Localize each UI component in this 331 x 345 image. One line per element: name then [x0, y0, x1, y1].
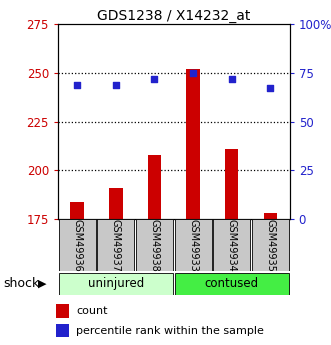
- Bar: [59, 219, 96, 271]
- Bar: [186, 69, 200, 219]
- Text: GSM49938: GSM49938: [150, 219, 160, 271]
- Bar: [148, 155, 161, 219]
- Bar: [225, 149, 238, 219]
- Point: [229, 76, 234, 81]
- Bar: [263, 213, 277, 219]
- Bar: [56, 324, 69, 337]
- Text: contused: contused: [205, 277, 259, 290]
- Text: GSM49934: GSM49934: [227, 219, 237, 271]
- Text: shock: shock: [3, 277, 40, 290]
- Bar: [252, 219, 289, 271]
- Point: [74, 82, 80, 87]
- Text: GSM49933: GSM49933: [188, 219, 198, 271]
- Point: [113, 82, 118, 87]
- Text: percentile rank within the sample: percentile rank within the sample: [76, 326, 264, 336]
- Bar: [59, 273, 173, 295]
- Point: [268, 86, 273, 91]
- Text: GSM49935: GSM49935: [265, 218, 275, 272]
- Bar: [174, 273, 289, 295]
- Bar: [97, 219, 134, 271]
- Title: GDS1238 / X14232_at: GDS1238 / X14232_at: [97, 9, 251, 23]
- Text: ▶: ▶: [38, 279, 47, 289]
- Text: GSM49937: GSM49937: [111, 218, 121, 272]
- Bar: [174, 219, 212, 271]
- Point: [190, 70, 196, 76]
- Bar: [71, 201, 84, 219]
- Text: count: count: [76, 306, 108, 316]
- Text: GSM49936: GSM49936: [72, 219, 82, 271]
- Bar: [109, 188, 122, 219]
- Bar: [56, 304, 69, 317]
- Bar: [136, 219, 173, 271]
- Bar: [213, 219, 250, 271]
- Text: uninjured: uninjured: [88, 277, 144, 290]
- Point: [152, 76, 157, 81]
